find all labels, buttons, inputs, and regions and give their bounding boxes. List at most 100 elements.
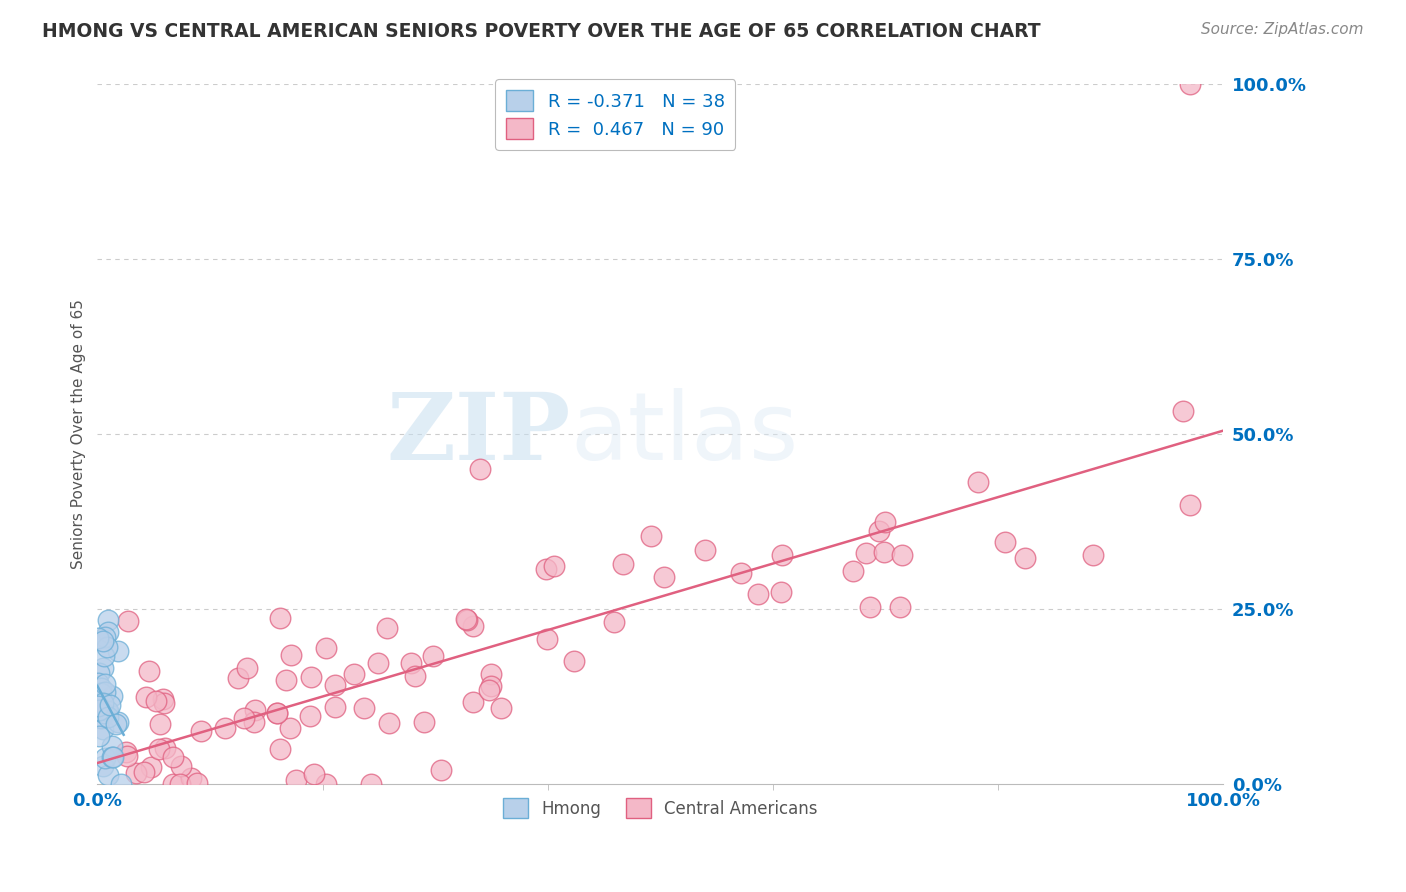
Point xyxy=(97,613,120,627)
Point xyxy=(967,475,990,490)
Point xyxy=(299,670,322,684)
Point xyxy=(243,703,266,717)
Point xyxy=(107,714,129,729)
Point xyxy=(90,711,112,725)
Point xyxy=(107,644,129,658)
Point xyxy=(96,640,118,654)
Point xyxy=(994,535,1017,549)
Point xyxy=(695,543,717,558)
Point xyxy=(115,749,138,764)
Point xyxy=(235,661,257,675)
Point xyxy=(399,657,422,671)
Point xyxy=(117,614,139,628)
Point xyxy=(148,742,170,756)
Point xyxy=(105,717,128,731)
Point xyxy=(96,704,118,718)
Point xyxy=(315,640,337,655)
Point xyxy=(890,548,912,562)
Point xyxy=(101,750,124,764)
Legend: Hmong, Central Americans: Hmong, Central Americans xyxy=(496,792,824,824)
Point xyxy=(87,700,110,714)
Point xyxy=(343,666,366,681)
Point xyxy=(190,723,212,738)
Point xyxy=(430,763,453,777)
Point xyxy=(162,777,184,791)
Point xyxy=(859,599,882,614)
Point xyxy=(1014,551,1036,566)
Point xyxy=(325,700,347,714)
Point xyxy=(162,749,184,764)
Point xyxy=(149,717,172,731)
Point xyxy=(101,739,124,753)
Point xyxy=(302,767,325,781)
Point xyxy=(214,721,236,735)
Point xyxy=(233,711,256,725)
Point xyxy=(94,685,117,699)
Point xyxy=(375,621,398,635)
Text: Source: ZipAtlas.com: Source: ZipAtlas.com xyxy=(1201,22,1364,37)
Point xyxy=(478,682,501,697)
Point xyxy=(114,745,136,759)
Point xyxy=(153,696,176,710)
Point xyxy=(87,698,110,713)
Point xyxy=(873,516,896,530)
Point xyxy=(186,776,208,790)
Point xyxy=(98,698,121,712)
Point xyxy=(243,714,266,729)
Point xyxy=(91,696,114,710)
Point xyxy=(96,768,118,782)
Point xyxy=(422,649,444,664)
Point xyxy=(770,549,793,563)
Point xyxy=(489,701,512,715)
Point xyxy=(101,690,124,704)
Point xyxy=(90,686,112,700)
Point xyxy=(145,694,167,708)
Point xyxy=(89,703,111,717)
Point xyxy=(1171,404,1194,418)
Point xyxy=(86,631,108,645)
Point xyxy=(125,765,148,780)
Point xyxy=(367,656,389,670)
Point xyxy=(169,777,191,791)
Point xyxy=(266,706,288,721)
Point xyxy=(479,679,502,693)
Point xyxy=(730,566,752,580)
Point xyxy=(770,585,793,599)
Point xyxy=(280,648,302,662)
Point xyxy=(841,564,863,578)
Point xyxy=(134,765,156,780)
Point xyxy=(91,722,114,736)
Point xyxy=(138,664,160,678)
Point xyxy=(110,777,132,791)
Point xyxy=(404,669,426,683)
Point xyxy=(87,665,110,680)
Point xyxy=(652,570,675,584)
Point xyxy=(86,675,108,690)
Point xyxy=(94,676,117,690)
Point xyxy=(889,599,911,614)
Point xyxy=(315,777,337,791)
Point xyxy=(278,721,301,735)
Point xyxy=(139,760,162,774)
Point xyxy=(284,773,307,788)
Point xyxy=(747,587,769,601)
Point xyxy=(413,714,436,729)
Point xyxy=(873,545,896,559)
Point xyxy=(323,678,346,692)
Point xyxy=(640,529,662,543)
Point xyxy=(89,729,111,743)
Point xyxy=(90,681,112,695)
Point xyxy=(299,709,322,723)
Text: HMONG VS CENTRAL AMERICAN SENIORS POVERTY OVER THE AGE OF 65 CORRELATION CHART: HMONG VS CENTRAL AMERICAN SENIORS POVERT… xyxy=(42,22,1040,41)
Point xyxy=(91,661,114,675)
Point xyxy=(89,703,111,717)
Point xyxy=(536,632,558,646)
Point xyxy=(94,630,117,644)
Point xyxy=(470,462,492,476)
Point xyxy=(96,624,118,639)
Point xyxy=(97,709,120,723)
Point xyxy=(536,562,558,576)
Point xyxy=(1178,78,1201,92)
Point xyxy=(360,777,382,791)
Point xyxy=(101,750,124,764)
